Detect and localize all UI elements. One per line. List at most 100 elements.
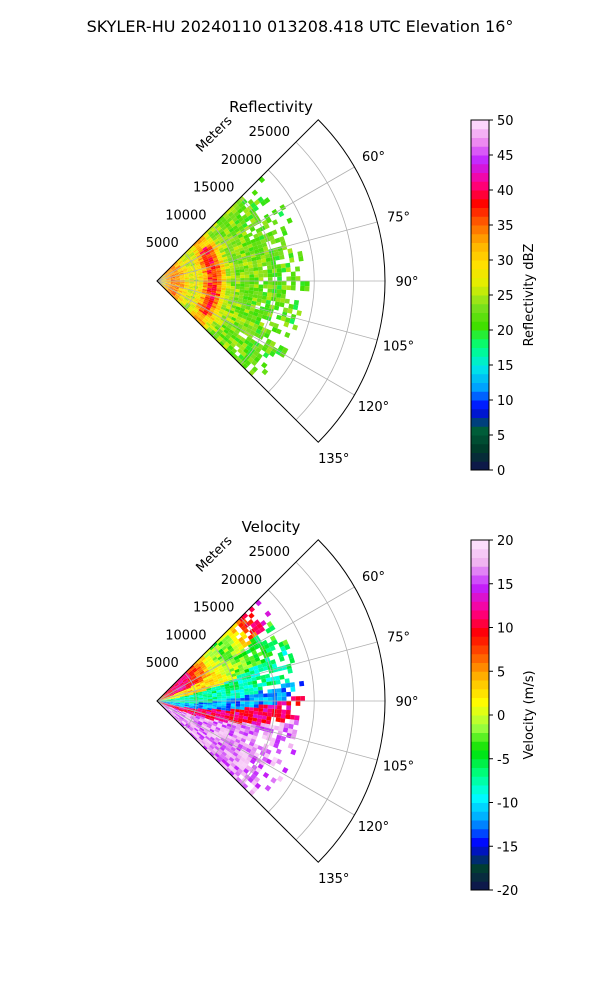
radar-cell	[230, 746, 237, 752]
radar-cell	[174, 262, 179, 267]
radar-cell	[217, 335, 224, 341]
radar-cell	[201, 293, 206, 297]
radar-cell	[217, 741, 223, 747]
radar-cell	[275, 679, 281, 685]
radar-cell	[184, 701, 190, 704]
radar-cell	[207, 697, 213, 700]
radar-cell	[254, 656, 261, 662]
radar-cell	[198, 316, 204, 321]
radar-cell	[252, 731, 259, 737]
radar-cell	[257, 682, 263, 688]
radar-cell	[220, 726, 226, 731]
radar-cell	[240, 737, 247, 743]
radar-cell	[234, 227, 240, 233]
radar-cell	[237, 313, 244, 318]
radar-cell	[244, 668, 250, 674]
radar-cell	[165, 694, 170, 698]
radar-cell	[186, 712, 192, 716]
radar-cell	[221, 751, 228, 757]
colorbar-segment	[471, 540, 489, 550]
radar-cell	[179, 723, 185, 728]
radar-cell	[170, 282, 176, 285]
radar-cell	[240, 698, 245, 701]
radar-cell	[219, 264, 225, 268]
radar-cell	[161, 279, 167, 281]
radar-cell	[171, 292, 176, 296]
radar-cell	[242, 298, 248, 303]
radar-cell	[175, 294, 180, 298]
radar-cell	[171, 266, 176, 270]
radar-cell	[175, 714, 180, 718]
radar-cell	[175, 697, 181, 700]
radar-cell	[171, 711, 176, 715]
radar-cell	[226, 281, 231, 284]
reflectivity-panel: Reflectivity50001000015000200002500060°7…	[146, 98, 537, 479]
radar-cell	[197, 659, 203, 665]
radar-cell	[243, 208, 250, 214]
colorbar-tick-label: 25	[497, 289, 514, 304]
radar-cell	[167, 689, 172, 693]
radar-cell	[202, 692, 208, 695]
radar-cell	[221, 705, 227, 709]
radar-cell	[174, 275, 180, 278]
radar-cell	[221, 304, 227, 309]
radar-cell	[170, 699, 176, 701]
radar-cell	[178, 691, 184, 695]
radar-cell	[189, 697, 194, 699]
radar-cell	[203, 277, 208, 280]
radar-cell	[205, 655, 211, 661]
radar-cell	[168, 270, 173, 274]
radar-cell	[167, 709, 172, 714]
radar-cell	[200, 263, 206, 268]
colorbar-tick-label: 20	[497, 324, 514, 339]
radar-cell	[249, 670, 255, 675]
radar-cell	[226, 759, 233, 765]
radar-cell	[276, 692, 282, 697]
radar-cell	[240, 239, 247, 245]
radar-cell	[212, 741, 218, 746]
radar-cell	[271, 326, 278, 333]
radar-cell	[243, 712, 249, 717]
radar-cell	[213, 719, 219, 723]
radar-cell	[265, 627, 272, 634]
radar-cell	[215, 757, 222, 764]
radar-cell	[235, 738, 241, 744]
colorbar-segment	[471, 268, 489, 278]
radar-cell	[229, 237, 236, 243]
radar-cell	[207, 286, 213, 289]
radar-cell	[245, 211, 252, 217]
radar-cell	[171, 687, 176, 691]
radar-cell	[184, 702, 190, 705]
colorbar-segment	[471, 443, 489, 453]
radar-cell	[232, 353, 239, 360]
radar-cell	[234, 686, 240, 691]
radar-cell	[264, 723, 271, 729]
radar-cell	[229, 687, 235, 691]
radar-cell	[170, 283, 176, 285]
colorbar-tick-label: 50	[497, 114, 514, 129]
radar-cell	[207, 273, 213, 276]
radar-cell	[166, 279, 171, 281]
radar-cell	[215, 638, 222, 645]
radar-cell	[198, 241, 204, 246]
radar-cell	[193, 300, 199, 304]
radar-cell	[228, 312, 234, 317]
radar-cell	[285, 709, 291, 715]
radar-cell	[230, 270, 236, 274]
colorbar-tick-label: -10	[497, 797, 518, 812]
colorbar-segment	[471, 767, 489, 777]
radar-cell	[289, 682, 296, 688]
radar-cell	[230, 250, 236, 255]
radar-cell	[240, 281, 245, 284]
radar-cell	[170, 265, 175, 270]
radar-cell	[226, 674, 232, 679]
radar-cell	[247, 198, 254, 206]
radar-cell	[182, 720, 187, 725]
radar-cell	[248, 606, 256, 613]
radar-cell	[174, 287, 179, 290]
radar-cell	[245, 671, 251, 677]
radar-cell	[199, 235, 205, 240]
radar-cell	[183, 708, 189, 711]
radar-cell	[189, 702, 194, 704]
radar-cell	[164, 692, 169, 696]
